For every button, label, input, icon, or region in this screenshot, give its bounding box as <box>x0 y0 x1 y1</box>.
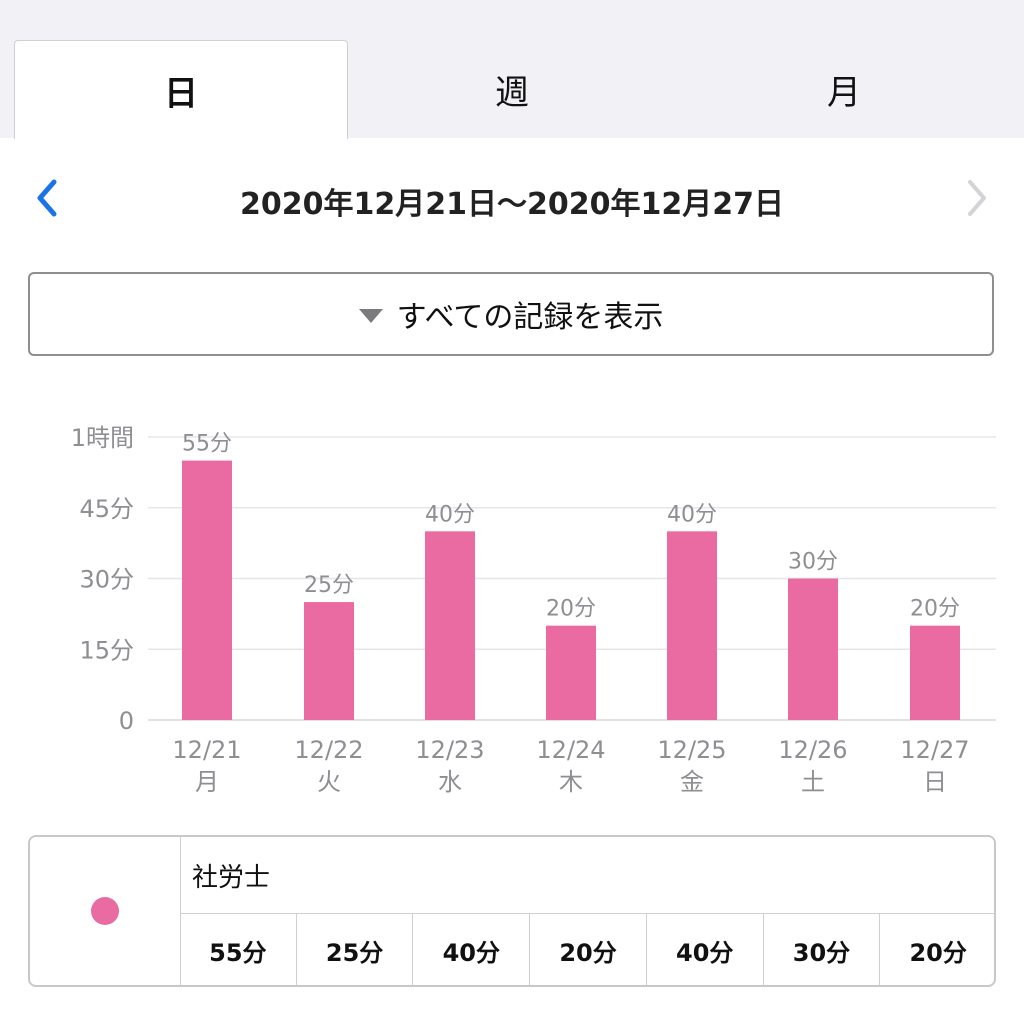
tab-week[interactable]: 週 <box>495 72 529 113</box>
legend-dot <box>91 897 119 925</box>
summary-values-row: 55分 25分 40分 20分 40分 30分 20分 <box>180 913 994 985</box>
summary-value: 55分 <box>180 914 297 985</box>
data-label: 20分 <box>910 597 960 622</box>
x-tick-label: 12/26 <box>778 736 847 764</box>
data-label: 55分 <box>182 432 232 457</box>
y-tick-label: 30分 <box>79 566 134 594</box>
data-label: 30分 <box>788 550 838 575</box>
bar <box>546 625 596 720</box>
y-tick-label: 1時間 <box>71 424 134 452</box>
data-label: 25分 <box>304 573 354 598</box>
x-tick-label: 12/23 <box>415 736 484 764</box>
chevron-right-icon <box>968 180 986 216</box>
y-tick-label: 15分 <box>79 636 134 664</box>
x-tick-label: 12/22 <box>294 736 363 764</box>
filter-label: すべての記録を表示 <box>396 300 664 335</box>
legend-cell <box>30 837 181 985</box>
tab-month[interactable]: 月 <box>827 72 861 113</box>
date-range-title: 2020年12月21日〜2020年12月27日 <box>240 187 784 222</box>
summary-table: 社労士 55分 25分 40分 20分 40分 30分 20分 <box>28 835 996 987</box>
x-tick-label: 12/25 <box>657 736 726 764</box>
x-tick-label: 12/27 <box>900 736 969 764</box>
data-label: 40分 <box>425 502 475 527</box>
bar <box>425 531 475 720</box>
next-week-button[interactable] <box>952 173 1002 223</box>
x-weekday-label: 月 <box>195 768 219 796</box>
x-weekday-label: 日 <box>923 768 947 796</box>
summary-value: 20分 <box>530 914 647 985</box>
x-weekday-label: 水 <box>438 768 462 796</box>
y-tick-label: 0 <box>119 707 134 735</box>
category-name: 社労士 <box>192 863 271 893</box>
summary-value: 30分 <box>764 914 881 985</box>
tab-bar: 日 週 月 <box>0 0 1024 139</box>
summary-value: 40分 <box>647 914 764 985</box>
x-tick-label: 12/21 <box>172 736 241 764</box>
bar <box>667 531 717 720</box>
filter-records-button[interactable]: すべての記録を表示 <box>28 272 994 356</box>
x-weekday-label: 金 <box>680 768 704 796</box>
summary-value: 40分 <box>413 914 531 985</box>
x-weekday-label: 火 <box>317 768 341 796</box>
chevron-left-icon <box>37 179 57 217</box>
triangle-down-icon <box>358 309 383 323</box>
prev-week-button[interactable] <box>22 173 72 223</box>
bar <box>182 460 232 720</box>
tab-day[interactable]: 日 <box>14 40 348 139</box>
summary-value: 25分 <box>297 914 414 985</box>
bar-chart: 0 15分 30分 45分 1時間 55分 12/21 月 25分 12/22 火 40分 12/23 水… <box>71 424 996 796</box>
x-weekday-label: 土 <box>801 768 825 796</box>
summary-value: 20分 <box>909 938 967 967</box>
bar <box>304 602 354 720</box>
x-tick-label: 12/24 <box>536 736 605 764</box>
data-label: 20分 <box>546 597 596 622</box>
data-label: 40分 <box>667 502 717 527</box>
bar <box>788 578 838 720</box>
x-weekday-label: 木 <box>559 768 583 796</box>
date-navigation: 2020年12月21日〜2020年12月27日 <box>0 165 1024 235</box>
y-tick-label: 45分 <box>79 495 134 523</box>
bar <box>910 625 960 720</box>
